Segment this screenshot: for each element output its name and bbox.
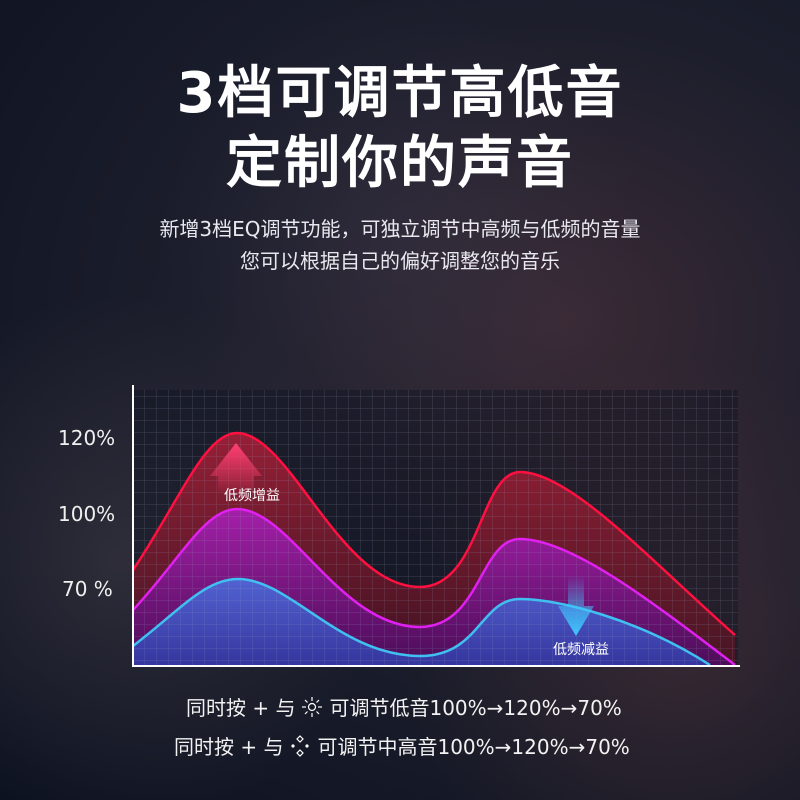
curve-mid xyxy=(132,507,736,666)
note-prefix: 同时按 + 与 xyxy=(186,696,296,720)
y-label-120: 120% xyxy=(58,426,116,450)
y-label-70: 70 % xyxy=(62,577,113,601)
subtitle-line2: 您可以根据自己的偏好调整您的音乐 xyxy=(240,249,560,273)
arrow-down-icon xyxy=(558,575,594,636)
headline-line1: 3档可调节高低音 xyxy=(176,61,624,126)
diamond-dots-icon xyxy=(291,734,310,757)
y-label-100: 100% xyxy=(58,502,116,526)
grid xyxy=(133,390,738,665)
note-bass: 同时按 + 与 可调节低音100%→120%→70% xyxy=(186,692,622,721)
arrow-up-icon xyxy=(210,443,262,495)
annotation-cut: 低频减益 xyxy=(553,642,609,658)
note-prefix: 同时按 + 与 xyxy=(174,735,284,759)
curve-high xyxy=(131,431,736,636)
sun-icon xyxy=(302,696,323,717)
headline-line2: 定制你的声音 xyxy=(226,131,574,196)
subtitle-line1: 新增3档EQ调节功能，可独立调节中高频与低频的音量 xyxy=(159,217,641,241)
annotation-boost: 低频增益 xyxy=(224,488,280,504)
note-treble: 同时按 + 与 可调节中高音100%→120%→70% xyxy=(174,731,630,760)
note-text: 可调节中高音100%→120%→70% xyxy=(317,735,630,759)
note-text: 可调节低音100%→120%→70% xyxy=(329,696,622,720)
